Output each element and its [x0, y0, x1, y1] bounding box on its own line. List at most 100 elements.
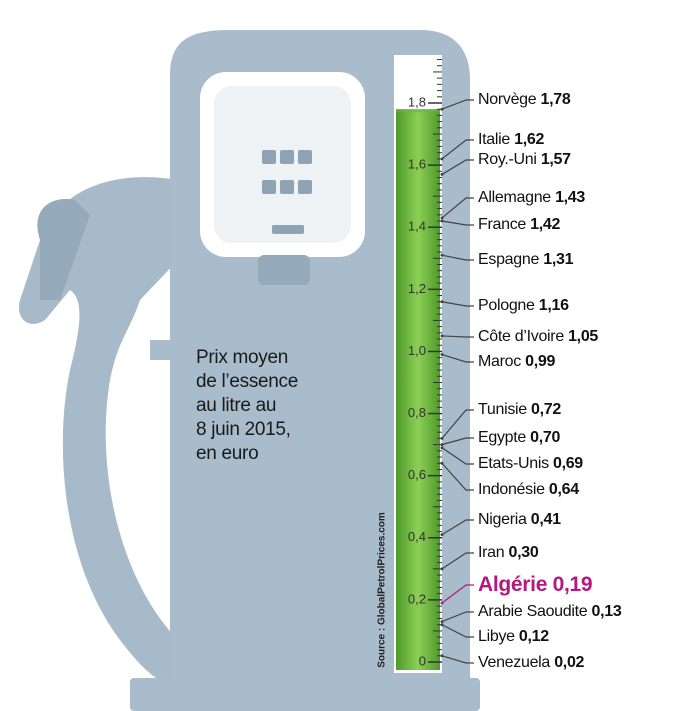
value-marker: [440, 157, 444, 161]
value-label: 0,13: [592, 603, 622, 620]
leader-line: [441, 552, 474, 570]
leader-line: [441, 584, 474, 604]
country-name: France: [478, 216, 526, 233]
value-marker: [440, 172, 444, 176]
value-marker: [440, 107, 444, 111]
value-label: 0,99: [525, 353, 555, 370]
country-name: Italie: [478, 131, 510, 148]
value-marker: [440, 300, 444, 304]
y-tick-label: 0,2: [408, 591, 426, 606]
value-marker: [440, 461, 444, 465]
y-tick-label: 0,8: [408, 405, 426, 420]
value-marker: [440, 219, 444, 223]
keypad: [262, 150, 312, 234]
country-label: Nigeria 0,41: [478, 511, 561, 528]
value-label: 0,19: [553, 573, 593, 596]
country-label: Espagne 1,31: [478, 251, 574, 268]
y-tick-label: 0,6: [408, 467, 426, 482]
value-label: 1,16: [539, 297, 569, 314]
value-label: 1,05: [568, 328, 598, 345]
y-tick-label: 1,0: [408, 343, 426, 358]
country-name: Venezuela: [478, 654, 550, 671]
country-name: Indonésie: [478, 481, 545, 498]
leader-line: [441, 159, 474, 175]
leader-line: [441, 462, 474, 491]
country-label: Italie 1,62: [478, 131, 544, 148]
country-label: Etats-Unis 0,69: [478, 455, 583, 472]
country-name: Nigeria: [478, 511, 527, 528]
country-label: Indonésie 0,64: [478, 481, 579, 498]
y-tick-label: 1,2: [408, 281, 426, 296]
country-label: Tunisie 0,72: [478, 401, 561, 418]
leader-line: [441, 220, 474, 226]
leader-line: [441, 437, 474, 446]
nozzle-handle: [37, 199, 90, 300]
leader-line: [441, 519, 474, 536]
country-name: Allemagne: [478, 189, 551, 206]
value-label: 0,41: [531, 511, 561, 528]
leader-line: [441, 197, 474, 219]
country-label: Pologne 1,16: [478, 297, 569, 314]
country-name: Etats-Unis: [478, 455, 549, 472]
gauge-fill-edge: [396, 109, 440, 113]
country-name: Algérie: [478, 573, 547, 596]
leader-line: [441, 655, 474, 664]
country-label: Algérie 0,19: [478, 573, 592, 596]
leader-line: [441, 335, 474, 338]
value-marker: [440, 567, 444, 571]
y-tick-label: 1,8: [408, 94, 426, 109]
country-label: France 1,42: [478, 216, 560, 233]
country-name: Egypte: [478, 429, 526, 446]
source: Source : GlobalPetrolPrices.com: [377, 512, 388, 668]
value-marker: [440, 334, 444, 338]
value-marker: [440, 654, 444, 658]
value-label: 0,12: [519, 628, 549, 645]
value-label: 1,43: [555, 189, 585, 206]
country-label: Iran 0,30: [478, 544, 539, 561]
value-marker: [440, 623, 444, 627]
country-name: Côte d’Ivoire: [478, 328, 564, 345]
leader-line: [441, 611, 474, 623]
screen: [214, 86, 351, 243]
leader-line: [441, 447, 474, 465]
y-tick-label: 1,6: [408, 157, 426, 172]
country-label: Roy.-Uni 1,57: [478, 151, 571, 168]
value-label: 1,57: [541, 151, 571, 168]
country-label: Allemagne 1,43: [478, 189, 585, 206]
country-name: Maroc: [478, 353, 521, 370]
country-label: Maroc 0,99: [478, 353, 555, 370]
value-label: 1,31: [543, 251, 573, 268]
country-label: Norvège 1,78: [478, 91, 571, 108]
value-label: 0,30: [509, 544, 539, 561]
value-label: 1,62: [514, 131, 544, 148]
country-label: Libye 0,12: [478, 628, 549, 645]
value-label: 1,78: [541, 91, 571, 108]
value-marker: [440, 353, 444, 357]
value-label: 1,42: [530, 216, 560, 233]
leader-line: [441, 139, 474, 160]
country-label: Arabie Saoudite 0,13: [478, 603, 622, 620]
country-label: Côte d’Ivoire 1,05: [478, 328, 598, 345]
nozzle: [19, 177, 178, 684]
y-tick-label: 0,4: [408, 529, 426, 544]
country-name: Arabie Saoudite: [478, 603, 588, 620]
country-name: Roy.-Uni: [478, 151, 537, 168]
screen-stand: [258, 255, 310, 285]
leader-line: [441, 409, 474, 439]
value-label: 0,69: [553, 455, 583, 472]
country-name: Iran: [478, 544, 504, 561]
value-label: 0,64: [549, 481, 579, 498]
country-name: Norvège: [478, 91, 537, 108]
value-label: 0,02: [554, 654, 584, 671]
value-label: 0,70: [530, 429, 560, 446]
leader-line: [441, 99, 474, 110]
title: Prix moyen de l’essence au litre au 8 ju…: [196, 347, 299, 464]
leader-line: [441, 254, 474, 261]
value-marker: [440, 443, 444, 447]
leader-line: [441, 301, 474, 307]
hose-clip: [150, 340, 174, 360]
value-marker: [440, 446, 444, 450]
value-marker: [440, 253, 444, 257]
